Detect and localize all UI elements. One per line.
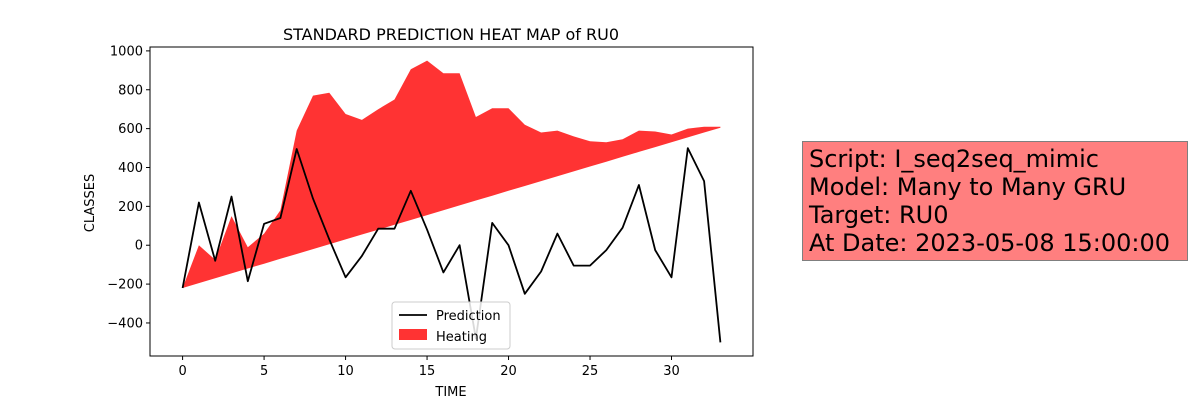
x-tick-label: 20 bbox=[500, 364, 517, 379]
x-tick-label: 5 bbox=[260, 364, 268, 379]
x-tick-label: 25 bbox=[582, 364, 599, 379]
y-axis-label: CLASSES bbox=[83, 174, 98, 232]
legend-heating-label: Heating bbox=[436, 330, 487, 345]
info-date: At Date: 2023-05-08 15:00:00 bbox=[809, 229, 1171, 257]
y-tick-label: 0 bbox=[135, 239, 143, 254]
y-tick-label: 600 bbox=[118, 122, 143, 137]
y-tick-label: 400 bbox=[118, 161, 143, 176]
legend-heating-swatch bbox=[399, 329, 427, 340]
axes: 0 5 10 15 20 25 30 −400 −200 0 200 400 600 800 1000 bbox=[107, 44, 754, 379]
axes-frame bbox=[149, 46, 754, 357]
prediction-line bbox=[181, 147, 722, 343]
x-tick-label: 10 bbox=[337, 364, 354, 379]
chart-title: STANDARD PREDICTION HEAT MAP of RU0 bbox=[283, 25, 619, 44]
y-tick-label: −400 bbox=[107, 316, 143, 331]
heating-area bbox=[182, 60, 721, 288]
x-axis-label: TIME bbox=[434, 385, 466, 400]
info-script: Script: I_seq2seq_mimic bbox=[809, 145, 1099, 173]
info-box: Script: I_seq2seq_mimic Model: Many to M… bbox=[802, 141, 1188, 261]
info-target: Target: RU0 bbox=[809, 201, 949, 229]
legend: Prediction Heating bbox=[391, 301, 511, 350]
x-tick-label: 30 bbox=[663, 364, 680, 379]
x-tick-label: 0 bbox=[178, 364, 186, 379]
y-tick-label: −200 bbox=[107, 278, 143, 293]
x-tick-label: 15 bbox=[419, 364, 436, 379]
legend-prediction-label: Prediction bbox=[436, 309, 501, 324]
info-model: Model: Many to Many GRU bbox=[809, 173, 1127, 201]
y-tick-label: 800 bbox=[118, 83, 143, 98]
plot-area bbox=[181, 60, 722, 343]
y-tick-label: 200 bbox=[118, 200, 143, 215]
y-tick-label: 1000 bbox=[110, 44, 143, 59]
